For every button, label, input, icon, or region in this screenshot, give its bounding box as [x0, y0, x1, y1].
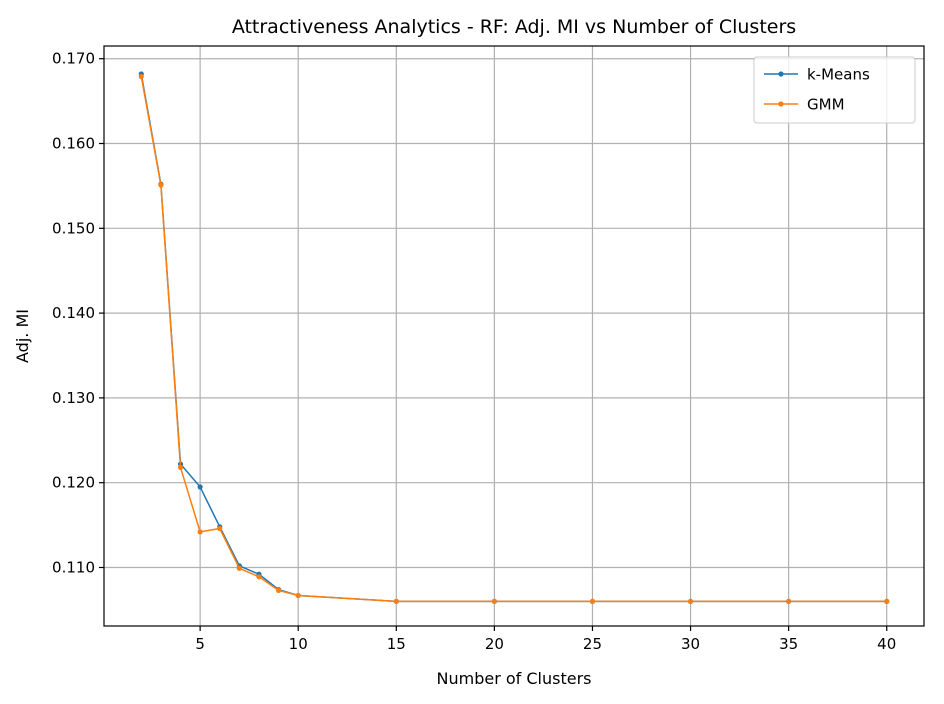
- series-gmm: [138, 73, 890, 605]
- x-tick-label: 30: [681, 635, 700, 653]
- legend-marker-k-means: [778, 71, 784, 77]
- legend-label-gmm: GMM: [807, 96, 845, 114]
- x-tick-label: 35: [779, 635, 798, 653]
- data-point-gmm: [884, 598, 890, 605]
- y-tick-label: 0.150: [52, 219, 95, 237]
- plot-frame: [103, 45, 925, 627]
- data-point-gmm: [687, 598, 694, 605]
- y-tick-label: 0.120: [52, 474, 95, 492]
- x-tick-label: 25: [583, 635, 602, 653]
- x-tick-label: 10: [289, 635, 308, 653]
- data-point-gmm: [589, 598, 596, 605]
- x-tick-label: 40: [877, 635, 896, 653]
- legend-label-k-means: k-Means: [807, 66, 870, 84]
- x-tick-label: 15: [387, 635, 406, 653]
- legend-marker-gmm: [778, 101, 784, 107]
- data-point-gmm: [275, 587, 282, 593]
- data-point-gmm: [295, 592, 301, 599]
- y-tick-label: 0.110: [52, 558, 95, 576]
- chart-title: Attractiveness Analytics - RF: Adj. MI v…: [232, 16, 796, 38]
- y-axis-label: Adj. MI: [13, 309, 32, 363]
- y-axis: 0.110 0.120 0.130 0.140 0.150 0.160 0.170: [52, 50, 104, 576]
- x-tick-label: 20: [485, 635, 504, 653]
- data-point-gmm: [177, 464, 184, 471]
- data-point-gmm: [217, 525, 223, 532]
- data-point-gmm: [138, 73, 144, 80]
- x-axis: 5 10 15 20 25 30 35 40: [195, 626, 896, 653]
- data-point-gmm: [491, 598, 497, 605]
- x-axis-label: Number of Clusters: [437, 669, 592, 688]
- y-tick-label: 0.160: [52, 135, 95, 153]
- y-tick-label: 0.140: [52, 304, 95, 322]
- data-point-gmm: [197, 529, 203, 535]
- x-tick-label: 5: [195, 635, 205, 653]
- data-point-gmm: [393, 598, 399, 605]
- data-point-gmm: [236, 565, 242, 571]
- data-point-gmm: [256, 574, 262, 580]
- legend: k-Means GMM: [753, 56, 916, 124]
- y-tick-label: 0.130: [52, 389, 95, 407]
- y-tick-label: 0.170: [52, 50, 95, 68]
- data-point-gmm: [158, 182, 164, 188]
- data-point-gmm: [786, 598, 792, 605]
- data-point-k-means: [197, 484, 203, 490]
- series-layer: [138, 71, 890, 605]
